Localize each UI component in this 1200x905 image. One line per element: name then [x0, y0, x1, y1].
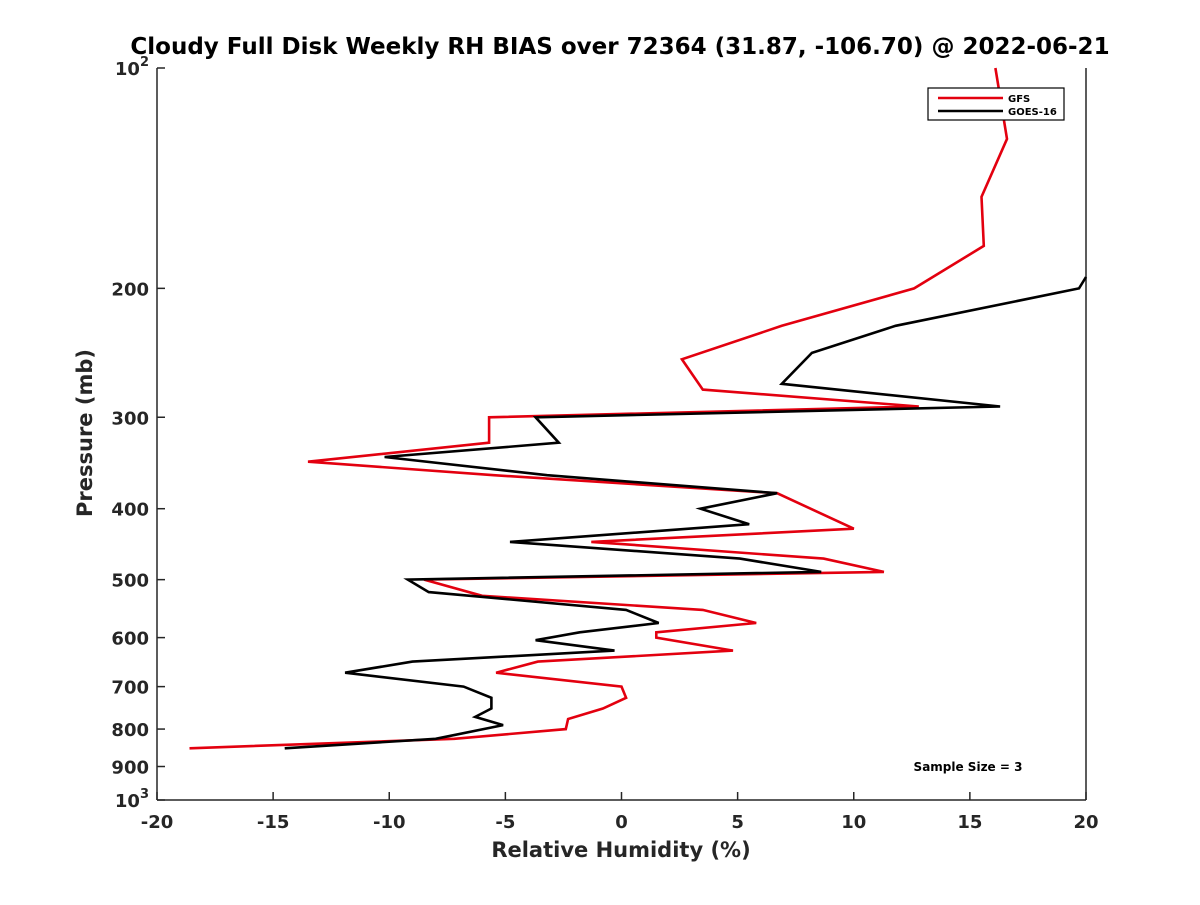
y-tick-label: 300	[111, 408, 149, 429]
series-line-gfs	[189, 67, 1009, 750]
y-tick-label-base: 400	[111, 500, 149, 521]
y-tick-label-exponent: 2	[140, 55, 149, 70]
y-tick-label: 103	[115, 787, 149, 812]
y-tick-label-base: 800	[111, 720, 149, 741]
x-tick-label: 15	[957, 812, 982, 833]
x-tick-label: 20	[1073, 812, 1098, 833]
x-ticks: -20 -15 -10 -5 0 5 10 15 20	[141, 792, 1099, 833]
y-tick-label-base: 10	[115, 59, 140, 80]
y-tick-label: 500	[111, 571, 149, 592]
y-tick-label-base: 500	[111, 571, 149, 592]
chart-title: Cloudy Full Disk Weekly RH BIAS over 723…	[130, 34, 1109, 60]
y-tick-label-base: 300	[111, 408, 149, 429]
x-tick-label: -10	[373, 812, 406, 833]
y-axis-label: Pressure (mb)	[73, 349, 97, 517]
x-tick-label: -5	[495, 812, 515, 833]
legend: GFS GOES-16	[927, 87, 1065, 121]
y-tick-label-base: 900	[111, 758, 149, 779]
sample-size-annotation: Sample Size = 3	[914, 760, 1023, 774]
x-tick-label: -15	[257, 812, 290, 833]
y-tick-label: 400	[111, 500, 149, 521]
y-tick-label: 200	[111, 279, 149, 300]
y-tick-label: 700	[111, 678, 149, 699]
x-tick-label: -20	[141, 812, 174, 833]
y-tick-label: 800	[111, 720, 149, 741]
y-tick-label: 102	[115, 55, 149, 80]
series-line-goes-16	[284, 276, 1088, 750]
x-tick-label: 0	[615, 812, 628, 833]
y-tick-label: 900	[111, 758, 149, 779]
y-tick-label: 600	[111, 629, 149, 650]
y-tick-label-exponent: 3	[140, 787, 149, 802]
x-tick-label: 5	[731, 812, 744, 833]
x-axis-label: Relative Humidity (%)	[491, 838, 750, 862]
y-tick-label-base: 10	[115, 791, 140, 812]
legend-label-gfs: GFS	[1008, 94, 1030, 105]
y-tick-label-base: 700	[111, 678, 149, 699]
x-tick-label: 10	[841, 812, 866, 833]
series-layer	[189, 67, 1088, 750]
y-tick-label-base: 600	[111, 629, 149, 650]
plot-axes: -20 -15 -10 -5 0 5 10 15 20 10220030040050060070…	[111, 55, 1098, 833]
legend-label-goes-16: GOES-16	[1008, 107, 1057, 118]
legend-entries: GFS GOES-16	[938, 94, 1057, 118]
legend-box	[927, 87, 1065, 121]
y-tick-label-base: 200	[111, 279, 149, 300]
